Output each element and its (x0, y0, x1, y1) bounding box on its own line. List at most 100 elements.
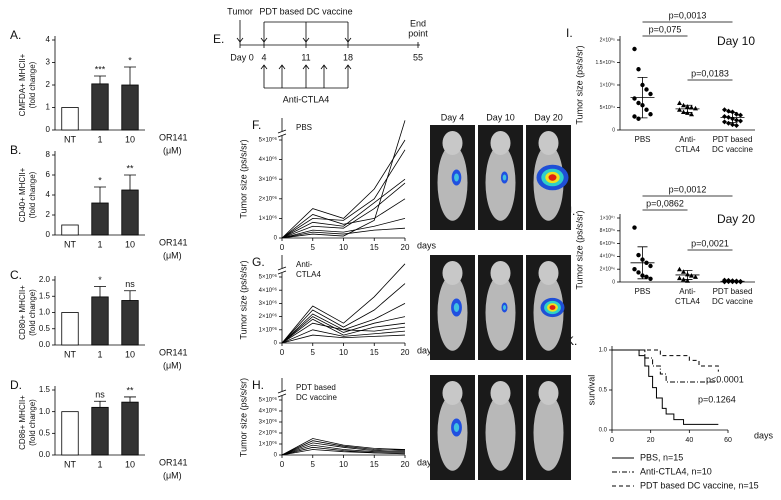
x-tick-label: 20 (401, 348, 410, 357)
y-tick-label: 6×10⁰⁶ (600, 241, 615, 247)
x-tick-label: DC vaccine (712, 297, 753, 306)
panel-label: E. (213, 32, 224, 46)
x-tick-label: PBS (634, 287, 650, 296)
series-line (282, 227, 406, 238)
y-tick-label: 3×10⁰⁶ (259, 419, 278, 426)
data-point (734, 111, 739, 117)
y-tick-label: 5×10⁰⁶ (259, 397, 278, 404)
x-tick-label: CTLA4 (675, 145, 700, 154)
error-bar (682, 104, 693, 113)
y-tick-label: 5×10⁰⁶ (259, 137, 278, 144)
y-tick-label: 1.5 (39, 385, 51, 394)
x-axis-label: OR141 (159, 457, 188, 467)
series-line (282, 316, 406, 343)
mouse-body (485, 394, 516, 471)
y-tick-label: 1.5×10⁰⁵ (595, 60, 615, 66)
x-axis-label: days (417, 240, 437, 250)
day-label: 4 (261, 52, 266, 62)
y-tick-label: 0.0 (39, 450, 51, 459)
y-tick-label: 4×10⁰⁶ (600, 254, 615, 260)
data-point (730, 122, 735, 128)
series-line (282, 318, 406, 343)
y-tick-label: 1×10⁰⁶ (259, 326, 278, 333)
mouse-body (485, 274, 516, 351)
series-line (282, 442, 406, 455)
bar (91, 202, 109, 236)
mouse-head (538, 131, 559, 155)
y-tick-label: 1.0 (39, 308, 51, 317)
signal (453, 423, 460, 432)
p-value: p<0.0001 (706, 374, 744, 384)
data-point (730, 109, 735, 115)
data-point (632, 267, 637, 272)
bar (61, 224, 79, 236)
data-point (644, 107, 649, 112)
significance: * (128, 55, 132, 65)
x-axis-label: OR141 (159, 347, 188, 357)
panel-label: K. (566, 334, 577, 348)
series-line (282, 178, 406, 238)
x-tick-label: 60 (724, 437, 732, 444)
y-tick-label: 6 (46, 170, 51, 179)
y-tick-label: 0.0 (599, 428, 608, 434)
y-axis-label: Tumor size (ps/s/sr) (238, 139, 248, 218)
data-point (722, 114, 727, 119)
vaccine-arrow (260, 22, 268, 43)
y-tick-label: 8 (46, 150, 51, 159)
axis-break (277, 118, 287, 138)
y-tick-label: 3×10⁰⁶ (259, 300, 278, 307)
y-tick-label: 8×10⁰⁶ (600, 228, 615, 234)
significance: ns (95, 390, 105, 400)
p-value: p=0,0012 (669, 184, 707, 194)
x-tick-label: 0 (280, 348, 285, 357)
x-tick-label: 0 (610, 437, 614, 444)
x-tick-label: NT (64, 459, 76, 469)
bar (121, 84, 139, 131)
day-label: 55 (413, 52, 423, 62)
x-axis-label: (μM) (163, 250, 182, 260)
panel-label: G. (252, 255, 265, 269)
x-tick-label: 10 (125, 459, 135, 469)
signal (549, 305, 556, 310)
data-point (677, 107, 682, 112)
x-axis-label: (μM) (163, 360, 182, 370)
x-axis-label: (μM) (163, 145, 182, 155)
mouse-head (538, 381, 559, 405)
data-point (636, 100, 641, 106)
y-axis-label: CMFDA+ MHCII+ (18, 53, 27, 116)
y-tick-label: 2.0 (39, 275, 51, 284)
y-tick-label: 4×10⁰⁶ (259, 287, 278, 294)
data-point (677, 100, 682, 105)
y-tick-label: 0 (612, 127, 615, 133)
panel-label: D. (10, 378, 22, 392)
series-line (282, 149, 406, 238)
error-bar (124, 66, 136, 85)
signal (548, 174, 557, 181)
x-tick-label: 20 (401, 243, 410, 252)
x-tick-label: PDT based (713, 135, 753, 144)
bar (121, 300, 139, 346)
y-axis-label: Tumor size (ps/s/sr) (574, 210, 584, 289)
error-bar (94, 286, 106, 297)
significance: *** (95, 64, 106, 74)
x-tick-label: 15 (370, 243, 379, 252)
y-axis-label: CD40+ MHCII+ (18, 167, 27, 222)
data-point (632, 46, 637, 52)
x-tick-label: 0 (280, 243, 285, 252)
mouse-head (490, 131, 511, 155)
y-tick-label: 2×10⁰⁶ (259, 430, 278, 437)
error-bar (637, 76, 648, 119)
x-tick-label: 10 (125, 349, 135, 359)
data-point (636, 252, 641, 258)
series-line (282, 120, 406, 238)
y-tick-label: 0 (46, 125, 51, 134)
signal (454, 173, 459, 182)
mouse-head (442, 381, 463, 405)
bar (91, 83, 109, 131)
y-axis-label: Tumor size (ps/s/sr) (238, 260, 248, 339)
y-tick-label: 0 (612, 279, 615, 285)
y-tick-label: 3×10⁰⁶ (259, 176, 278, 183)
data-point (722, 119, 727, 125)
data-point (636, 116, 641, 121)
